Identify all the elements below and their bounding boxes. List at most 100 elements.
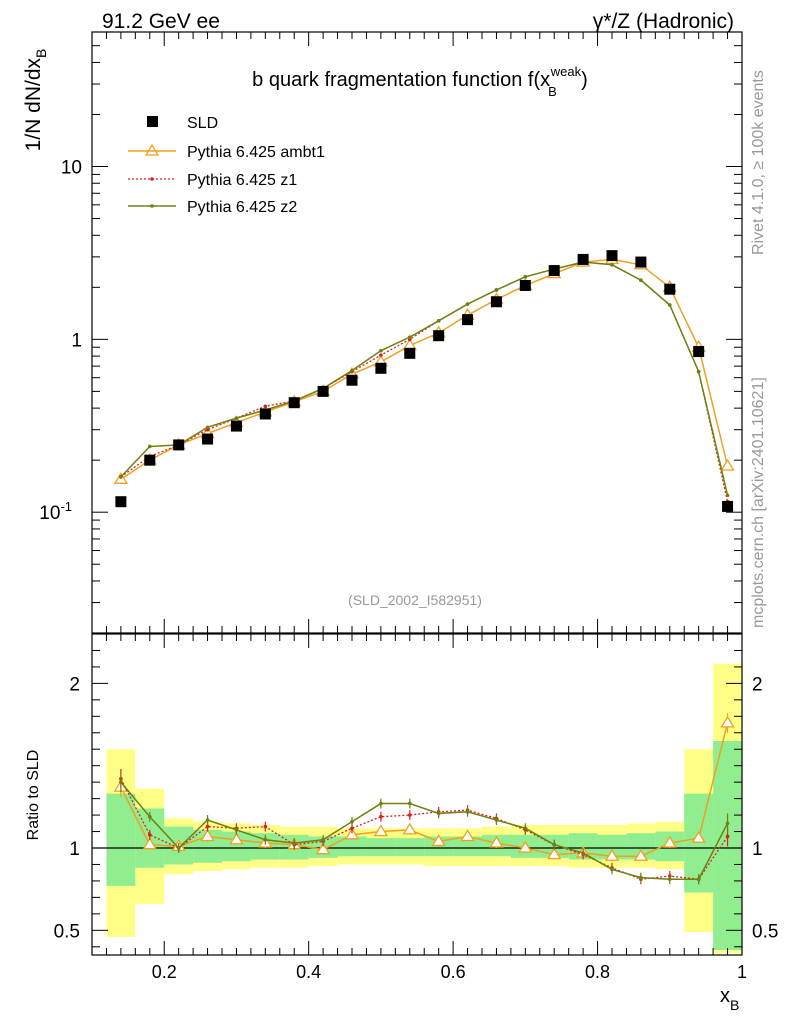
mc-z1-point: [379, 353, 383, 357]
ratio-band-inner: [337, 836, 367, 857]
y-tick-label: 10: [61, 157, 82, 178]
ratio-ambt1-point: [200, 829, 215, 842]
mc-z2-point: [725, 493, 730, 498]
x-tick-label: 0.6: [441, 962, 466, 982]
ratio-ambt1-point: [402, 822, 417, 835]
legend-marker-sld: [147, 116, 158, 127]
mc-z2-point: [379, 348, 383, 353]
ratio-ambt1-point: [691, 830, 706, 843]
mc-z2-point: [465, 302, 470, 306]
ratio-ambt1-point: [373, 824, 389, 837]
data-point-sld: [317, 385, 329, 397]
data-point-sld: [346, 374, 358, 386]
ratio-y-tick-label: 1: [69, 839, 80, 860]
ratio-z2-point: [581, 851, 585, 855]
ratio-z1-point: [350, 826, 354, 831]
header-process: γ*/Z (Hadronic): [593, 10, 734, 33]
data-point-sld: [722, 500, 734, 512]
mc-z2-point: [407, 335, 412, 339]
ratio-z2-point: [667, 877, 672, 882]
ratio-y-tick-label-right: 0.5: [752, 921, 778, 942]
ratio-z1-point: [263, 824, 268, 829]
ratio-z2-point: [147, 814, 152, 819]
ratio-z2-point: [610, 867, 614, 872]
ratio-z2-point: [176, 846, 181, 850]
mc-z2-point: [667, 303, 672, 307]
ratio-ambt1-point: [229, 832, 244, 845]
data-point-sld: [519, 279, 531, 291]
ratio-z2-point: [494, 818, 499, 822]
analysis-id: (SLD_2002_I582951): [348, 592, 482, 608]
legend-marker-ambt1: [144, 143, 160, 156]
ratio-z2-line: [120, 781, 729, 881]
ratio-band-inner: [395, 838, 425, 857]
ratio-y-axis-label: Ratio to SLD: [25, 750, 42, 841]
data-point-sld: [577, 253, 589, 265]
mc-z1-line: [120, 261, 729, 502]
ratio-y-tick-label-right: 1: [752, 839, 763, 860]
legend-label-z1: Pythia 6.425 z1: [187, 172, 297, 189]
mc-z2-point: [119, 475, 123, 479]
mc-z2-point: [523, 275, 528, 279]
ratio-ambt1-point: [547, 847, 562, 860]
main-panel: 10-1 1 10: [39, 31, 743, 634]
x-axis-label: xB: [720, 985, 739, 1013]
data-point-sld: [230, 420, 242, 432]
data-point-sld: [433, 330, 445, 342]
y-tick-label: 1: [71, 330, 82, 351]
ratio-z2-point: [350, 819, 354, 824]
legend-label-ambt1: Pythia 6.425 ambt1: [187, 144, 325, 161]
x-tick-label: 1: [737, 962, 747, 982]
ratio-ambt1-point: [489, 835, 504, 848]
legend-marker-z2: [150, 204, 154, 208]
header-energy: 91.2 GeV ee: [102, 10, 220, 33]
legend-marker-z1: [150, 177, 154, 181]
ratio-z2-point: [552, 842, 557, 847]
ratio-ambt1-point: [460, 829, 475, 842]
mc-z2-point: [696, 369, 701, 374]
ratio-frame: [91, 633, 743, 956]
ratio-z1-point: [379, 814, 383, 819]
rivet-version-label: Rivet 4.1.0, ≥ 100k events: [750, 70, 767, 255]
mc-ambt1-point: [720, 458, 735, 471]
main-frame: [91, 31, 743, 634]
x-tick-label: 0.4: [296, 962, 321, 982]
chart-title: b quark fragmentation function f(x Bweak): [252, 64, 588, 99]
y-tick-label: 10-1: [39, 499, 72, 524]
ratio-band-inner: [366, 838, 396, 857]
mcplots-label: mcplots.cern.ch [arXiv:2401.10621]: [750, 377, 767, 628]
data-point-sld: [462, 314, 474, 326]
ratio-z2-point: [119, 780, 123, 784]
ratio-z2-point: [436, 811, 441, 816]
ratio-y-tick-label: 2: [69, 674, 80, 695]
legend: SLD Pythia 6.425 ambt1 Pythia 6.425 z1 P…: [128, 115, 325, 216]
ratio-z2-point: [379, 801, 383, 806]
mc-z2-line: [120, 261, 729, 496]
data-point-sld: [144, 454, 156, 466]
mc-z2-point: [205, 425, 210, 430]
ratio-ambt1-point: [315, 842, 331, 855]
data-point-sld: [664, 283, 676, 295]
data-point-sld: [375, 362, 387, 374]
ratio-ambt1-point: [431, 834, 446, 847]
data-point-sld: [606, 250, 618, 262]
ratio-z1-point: [407, 813, 412, 817]
ratio-z2-point: [725, 821, 730, 826]
ratio-y-tick-label: 0.5: [54, 921, 80, 942]
data-point-sld: [202, 433, 214, 445]
ratio-z2-point: [407, 801, 412, 806]
mc-z2-point: [494, 288, 499, 292]
ratio-z1-point: [147, 833, 152, 837]
mc-z2-point: [639, 278, 643, 282]
data-point-sld: [259, 408, 271, 420]
ratio-y-tick-label-right: 2: [752, 674, 763, 695]
ratio-panel: 0.2 0.4 0.6 0.8 10.5 0.51 12 2: [54, 633, 778, 982]
ratio-ambt1-point: [344, 827, 360, 840]
mc-z2-point: [610, 262, 614, 267]
ratio-ambt1-point: [720, 715, 735, 728]
ratio-z1-point: [725, 834, 730, 839]
ratio-z1-point: [205, 824, 210, 829]
data-point-sld: [490, 296, 502, 308]
ratio-ambt1-line: [120, 722, 729, 857]
